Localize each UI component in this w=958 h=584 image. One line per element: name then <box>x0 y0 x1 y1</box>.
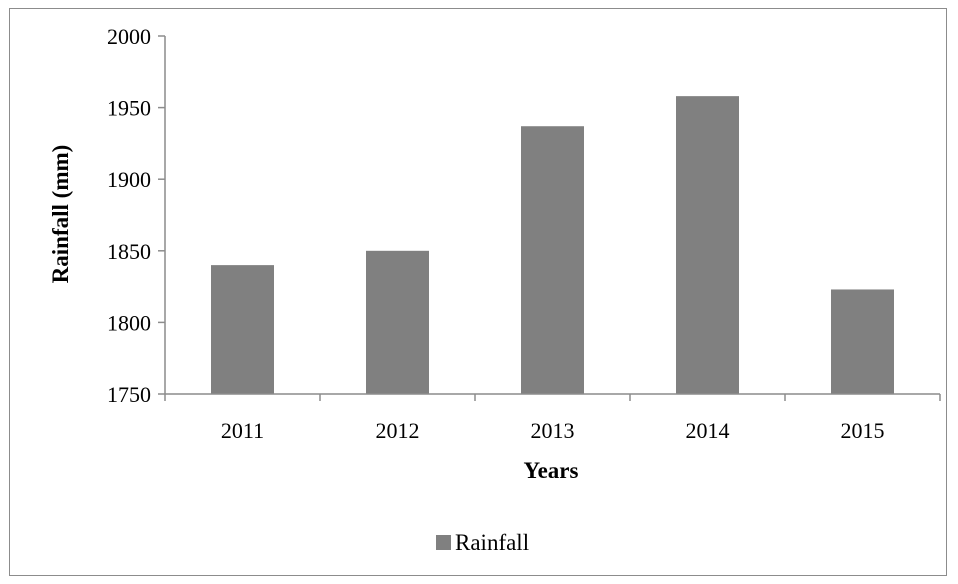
bar-2014 <box>676 96 739 395</box>
x-tick-label: 2011 <box>221 418 264 443</box>
y-tick-label: 2000 <box>107 24 151 49</box>
bar-2011 <box>211 265 274 394</box>
legend-swatch <box>436 535 451 550</box>
legend-label: Rainfall <box>455 530 529 555</box>
bars <box>211 96 894 395</box>
legend: Rainfall <box>436 530 529 555</box>
x-axis-ticks: 2011 2012 2013 2014 2015 <box>164 394 941 443</box>
bar-2015 <box>831 289 894 394</box>
y-axis-ticks: 1750 1800 1850 1900 1950 2000 <box>107 24 165 407</box>
y-tick-label: 1750 <box>107 382 151 407</box>
y-tick-label: 1900 <box>107 167 151 192</box>
bar-2012 <box>366 250 429 394</box>
y-tick-label: 1850 <box>107 239 151 264</box>
x-tick-label: 2015 <box>841 418 885 443</box>
x-tick-label: 2012 <box>376 418 420 443</box>
y-tick-label: 1800 <box>107 310 151 335</box>
bar-2013 <box>521 126 584 394</box>
x-tick-label: 2013 <box>531 418 575 443</box>
x-tick-label: 2014 <box>686 418 730 443</box>
y-tick-label: 1950 <box>107 96 151 121</box>
x-axis-title: Years <box>524 458 579 483</box>
y-axis-title: Rainfall (mm) <box>48 145 73 284</box>
